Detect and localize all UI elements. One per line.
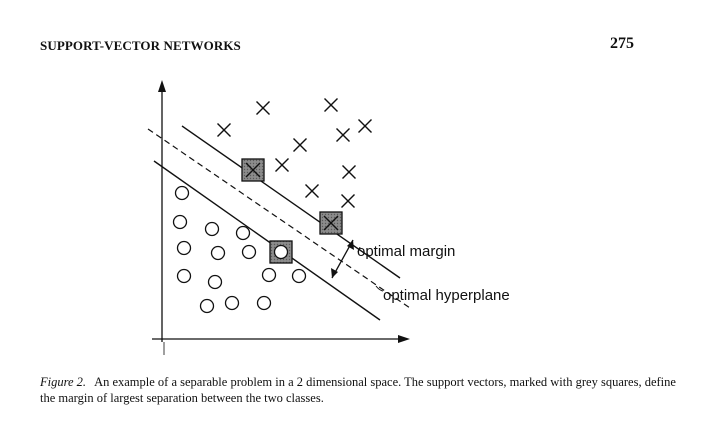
circle-point <box>256 295 272 311</box>
cross-point <box>293 138 307 152</box>
optimal-hyperplane-line <box>147 128 411 309</box>
circle-point <box>204 221 220 237</box>
circle-point <box>291 268 307 284</box>
x-axis-arrowhead <box>398 335 410 343</box>
circle-point <box>261 267 277 283</box>
upper-margin-boundary <box>181 125 401 279</box>
axes <box>152 80 410 355</box>
cross-point <box>217 123 231 137</box>
margin-arrowhead-top <box>347 240 354 250</box>
circle-point <box>224 295 240 311</box>
margin-arrow <box>331 239 354 279</box>
cross-point <box>358 119 372 133</box>
circle-point <box>176 240 192 256</box>
cross-point <box>305 184 319 198</box>
optimal-margin-label: optimal margin <box>357 243 455 260</box>
cross-point <box>341 194 355 208</box>
cross-point <box>336 128 350 142</box>
support-vector-cross <box>323 215 339 231</box>
margin-leader <box>357 247 361 253</box>
margin-arrowhead-bottom <box>331 268 338 278</box>
cross-point <box>275 158 289 172</box>
running-head: SUPPORT-VECTOR NETWORKS <box>40 38 241 53</box>
optimal-hyperplane-label: optimal hyperplane <box>383 287 510 304</box>
circle-point <box>199 298 215 314</box>
circle-point <box>176 268 192 284</box>
support-vector-circle <box>273 244 289 260</box>
circle-point <box>235 225 251 241</box>
hyperplane-leader <box>375 285 384 292</box>
page-number: 275 <box>610 35 634 52</box>
decision-lines <box>147 125 411 321</box>
cross-point <box>324 98 338 112</box>
cross-point <box>256 101 270 115</box>
circle-point <box>207 274 223 290</box>
caption-label: Figure 2. <box>40 375 87 389</box>
circle-point <box>241 244 257 260</box>
class-x-points <box>217 98 372 208</box>
support-vectors <box>241 158 343 264</box>
y-axis-arrowhead <box>158 80 166 92</box>
cross-point <box>342 165 356 179</box>
caption-text: An example of a separable problem in a 2… <box>40 375 676 405</box>
lower-margin-boundary <box>153 160 381 321</box>
circle-point <box>174 185 190 201</box>
figure-2-svm-diagram: optimal margin optimal hyperplane <box>147 80 510 355</box>
support-vector-cross <box>245 162 261 178</box>
figure-caption: Figure 2. An example of a separable probl… <box>40 374 690 406</box>
circle-point <box>210 245 226 261</box>
class-o-points <box>172 185 307 314</box>
circle-point <box>172 214 188 230</box>
annotation-leaders <box>357 247 384 292</box>
